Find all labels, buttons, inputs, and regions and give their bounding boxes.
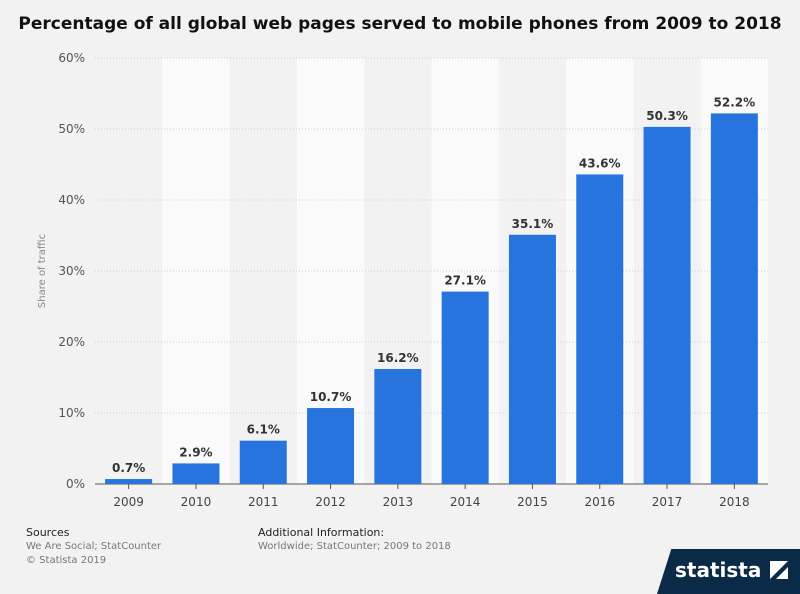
- data-label: 2.9%: [179, 445, 212, 459]
- x-tick-label: 2009: [113, 495, 144, 509]
- sources-heading: Sources: [26, 526, 70, 539]
- statista-logo[interactable]: statista: [657, 549, 800, 594]
- bar: [105, 479, 153, 484]
- x-tick-label: 2010: [181, 495, 212, 509]
- column-band: [162, 58, 230, 484]
- y-tick-label: 30%: [58, 264, 85, 278]
- statista-mark-icon: [770, 561, 788, 579]
- data-label: 10.7%: [310, 390, 352, 404]
- bar: [307, 408, 355, 484]
- x-tick-label: 2018: [719, 495, 750, 509]
- bar: [576, 174, 624, 484]
- data-label: 52.2%: [714, 95, 756, 109]
- data-label: 16.2%: [377, 351, 419, 365]
- chart-title: Percentage of all global web pages serve…: [18, 14, 782, 34]
- data-label: 6.1%: [247, 423, 280, 437]
- data-label: 0.7%: [112, 461, 145, 475]
- bar: [172, 463, 220, 484]
- bar: [239, 440, 287, 484]
- bar: [508, 234, 556, 484]
- data-label: 27.1%: [444, 274, 486, 288]
- additional-info-heading: Additional Information:: [258, 526, 385, 539]
- footer: Sources We Are Social; StatCounter © Sta…: [0, 522, 800, 594]
- x-tick-label: 2013: [383, 495, 414, 509]
- bar-chart: 0% 10% 20% 30% 40% 50% 60% Share of traffic 0.7%…: [37, 51, 768, 509]
- y-tick-label: 60%: [58, 51, 85, 65]
- y-tick-label: 10%: [58, 406, 85, 420]
- bar: [441, 291, 489, 484]
- x-tick-label: 2014: [450, 495, 481, 509]
- x-tick-label: 2017: [652, 495, 683, 509]
- bar: [643, 126, 691, 485]
- x-tick-label: 2012: [315, 495, 346, 509]
- data-label: 50.3%: [646, 109, 688, 123]
- additional-info-text: Worldwide; StatCounter; 2009 to 2018: [258, 541, 451, 552]
- data-label: 35.1%: [512, 217, 554, 231]
- copyright-text: © Statista 2019: [26, 555, 107, 566]
- y-axis-title: Share of traffic: [37, 234, 48, 308]
- brand-name: statista: [675, 558, 762, 582]
- x-tick-label: 2015: [517, 495, 548, 509]
- y-tick-label: 0%: [66, 477, 85, 491]
- sources-text[interactable]: We Are Social; StatCounter: [26, 541, 162, 552]
- data-label: 43.6%: [579, 156, 621, 170]
- x-tick-label: 2011: [248, 495, 279, 509]
- y-tick-label: 40%: [58, 193, 85, 207]
- y-tick-label: 50%: [58, 122, 85, 136]
- y-tick-label: 20%: [58, 335, 85, 349]
- bar: [374, 368, 422, 484]
- bar: [710, 113, 758, 484]
- x-tick-label: 2016: [584, 495, 615, 509]
